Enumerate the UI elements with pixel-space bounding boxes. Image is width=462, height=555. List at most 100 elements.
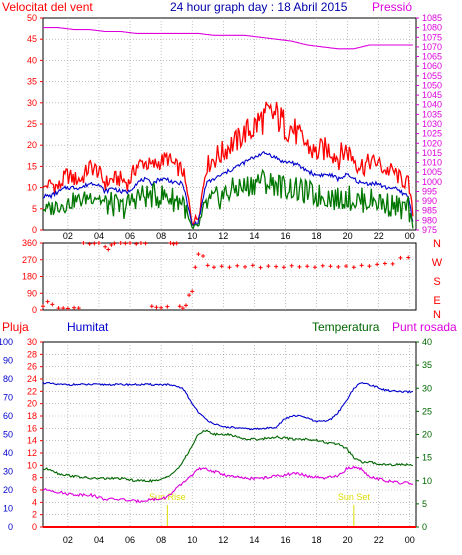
wind-x-tick-label: 00: [405, 231, 415, 241]
wind-tick-label: 5: [32, 204, 37, 214]
direction-point: [312, 265, 317, 270]
direction-point: [344, 264, 349, 269]
direction-point: [320, 263, 325, 268]
dewpoint-series-line: [42, 465, 414, 504]
rain-tick-label: 4: [32, 497, 37, 507]
pressure-tick-label: 1050: [422, 80, 442, 90]
direction-point: [45, 299, 50, 304]
pressure-tick-label: 1030: [422, 119, 442, 129]
direction-point: [112, 241, 117, 246]
wind-tick-label: 10: [27, 183, 37, 193]
rain-tick-label: 28: [27, 349, 37, 359]
temp-x-tick-label: 06: [125, 535, 135, 545]
compass-label: W: [432, 257, 443, 269]
direction-point: [123, 241, 128, 246]
compass-label: N: [433, 309, 441, 321]
direction-point: [305, 264, 310, 269]
direction-tick-label: 0: [32, 305, 37, 315]
direction-point: [183, 303, 188, 308]
direction-point: [72, 305, 77, 310]
temp-x-tick-label: 12: [218, 535, 228, 545]
humidity-tick-label: 40: [3, 448, 13, 458]
avg-series-line: [43, 150, 414, 226]
pressure-tick-label: 1010: [422, 158, 442, 168]
rain-tick-label: 12: [27, 448, 37, 458]
direction-point: [266, 264, 271, 269]
compass-label: N: [433, 238, 441, 250]
temperature-tick-label: 20: [422, 430, 432, 440]
pressure-tick-label: 1045: [422, 90, 442, 100]
direction-point: [154, 305, 159, 310]
sun-marker-label: Sun Rise: [149, 492, 186, 502]
wind-tick-label: 20: [27, 140, 37, 150]
direction-point: [177, 304, 182, 309]
wind-tick-label: 50: [27, 13, 37, 23]
direction-point: [134, 241, 139, 246]
pressure-tick-label: 1080: [422, 23, 442, 33]
temp-x-tick-label: 18: [312, 535, 322, 545]
direction-point: [297, 264, 302, 269]
compass-label: S: [433, 276, 440, 288]
direction-point: [235, 263, 240, 268]
wind-tick-label: 35: [27, 77, 37, 87]
direction-point: [196, 252, 201, 257]
pressure-tick-label: 1035: [422, 109, 442, 119]
rain-tick-label: 8: [32, 473, 37, 483]
rain-tick-label: 20: [27, 399, 37, 409]
rain-tick-label: 0: [32, 522, 37, 532]
wind-tick-label: 25: [27, 119, 37, 129]
temperature-tick-label: 35: [422, 360, 432, 370]
wind-tick-label: 45: [27, 34, 37, 44]
wind-x-ticks: 02 04 06 08 10 12 14 16 18 20 22 00: [63, 231, 415, 241]
rain-tick-label: 14: [27, 436, 37, 446]
wind-speed-label: Velocitat del vent: [2, 0, 93, 14]
pressure-tick-label: 1065: [422, 52, 442, 62]
temp-x-ticks: 02 04 06 08 10 12 14 16 18 20 22 00: [63, 535, 415, 545]
temperature-label: Temperatura: [312, 320, 380, 334]
wind-x-tick-label: 22: [374, 231, 384, 241]
direction-point: [149, 304, 154, 309]
direction-tick-label: 180: [22, 272, 37, 282]
humidity-ticks: 0 10 20 30 40 50 60 70 80 90 100: [0, 337, 13, 532]
rain-label: Pluja: [2, 320, 29, 334]
humidity-label: Humitat: [67, 320, 109, 334]
direction-point: [328, 264, 333, 269]
temperature-tick-label: 0: [422, 522, 427, 532]
temp-x-tick-label: 10: [187, 535, 197, 545]
temperature-tick-label: 10: [422, 476, 432, 486]
pressure-tick-label: 985: [422, 206, 437, 216]
pressure-tick-label: 975: [422, 225, 437, 235]
direction-point: [159, 305, 164, 310]
humidity-series-line: [42, 381, 414, 431]
temperature-tick-label: 30: [422, 383, 432, 393]
wind-tick-label: 40: [27, 55, 37, 65]
temperature-tick-label: 40: [422, 337, 432, 347]
direction-point: [81, 241, 86, 245]
humidity-tick-label: 20: [3, 485, 13, 495]
sun-markers: Sun Rise Sun Set: [149, 492, 370, 527]
direction-point: [168, 241, 173, 245]
direction-point: [219, 264, 224, 269]
temp-series: [42, 381, 416, 528]
direction-point: [281, 265, 286, 270]
wind-x-tick-label: 02: [63, 231, 73, 241]
rain-tick-label: 18: [27, 411, 37, 421]
temp-x-tick-label: 22: [374, 535, 384, 545]
pressure-tick-label: 1060: [422, 61, 442, 71]
humidity-tick-label: 10: [3, 504, 13, 514]
humidity-tick-label: 0: [8, 522, 13, 532]
direction-point: [258, 265, 263, 270]
temp-x-tick-label: 04: [94, 535, 104, 545]
temp-x-tick-label: 20: [343, 535, 353, 545]
direction-point: [76, 306, 81, 311]
temp-x-tick-label: 02: [63, 535, 73, 545]
direction-tick-label: 270: [22, 255, 37, 265]
pressure-tick-label: 1040: [422, 100, 442, 110]
direction-point: [274, 264, 279, 269]
pressure-tick-label: 1070: [422, 42, 442, 52]
wind-x-tick-label: 12: [218, 231, 228, 241]
direction-point: [118, 241, 123, 245]
direction-point: [92, 241, 97, 246]
